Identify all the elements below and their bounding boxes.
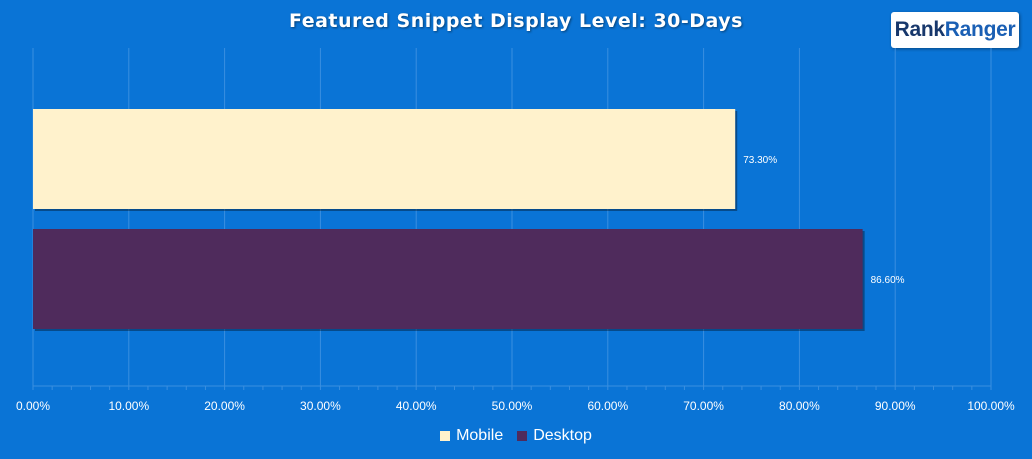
x-tick-label: 100.00%: [967, 399, 1015, 413]
legend-swatch-desktop: [517, 431, 528, 441]
rankranger-logo: Rank Ranger: [891, 12, 1019, 48]
legend-item-mobile: Mobile: [440, 427, 503, 445]
x-tick-label: 10.00%: [108, 399, 149, 413]
logo-text-ranger: Ranger: [944, 18, 1016, 41]
x-tick-label: 40.00%: [396, 399, 437, 413]
bars: [33, 109, 865, 331]
x-tick-label: 90.00%: [875, 399, 916, 413]
gridlines: [32, 48, 992, 390]
legend-label-mobile: Mobile: [456, 427, 504, 444]
x-tick-label: 30.00%: [300, 399, 341, 413]
x-tick-label: 60.00%: [587, 399, 628, 413]
x-tick-label: 20.00%: [204, 399, 245, 413]
bar-desktop: [33, 229, 863, 329]
x-tick-label: 50.00%: [492, 399, 533, 413]
legend-label-desktop: Desktop: [533, 427, 592, 444]
data-label-mobile: 73.30%: [743, 155, 777, 166]
logo-text-rank: Rank: [894, 18, 945, 41]
data-labels: 73.30% 86.60%: [743, 155, 904, 286]
legend: Mobile Desktop: [0, 427, 1032, 445]
x-tick-label: 0.00%: [16, 399, 50, 413]
legend-swatch-mobile: [440, 431, 451, 441]
chart-title: Featured Snippet Display Level: 30-Days: [289, 10, 743, 32]
data-label-desktop: 86.60%: [871, 275, 905, 286]
x-axis-ticks: 0.00% 10.00% 20.00% 30.00% 40.00% 50.00% 60.00…: [16, 399, 1015, 413]
x-tick-label: 80.00%: [779, 399, 820, 413]
legend-item-desktop: Desktop: [517, 427, 592, 445]
x-tick-label: 70.00%: [683, 399, 724, 413]
bar-mobile: [33, 109, 736, 209]
